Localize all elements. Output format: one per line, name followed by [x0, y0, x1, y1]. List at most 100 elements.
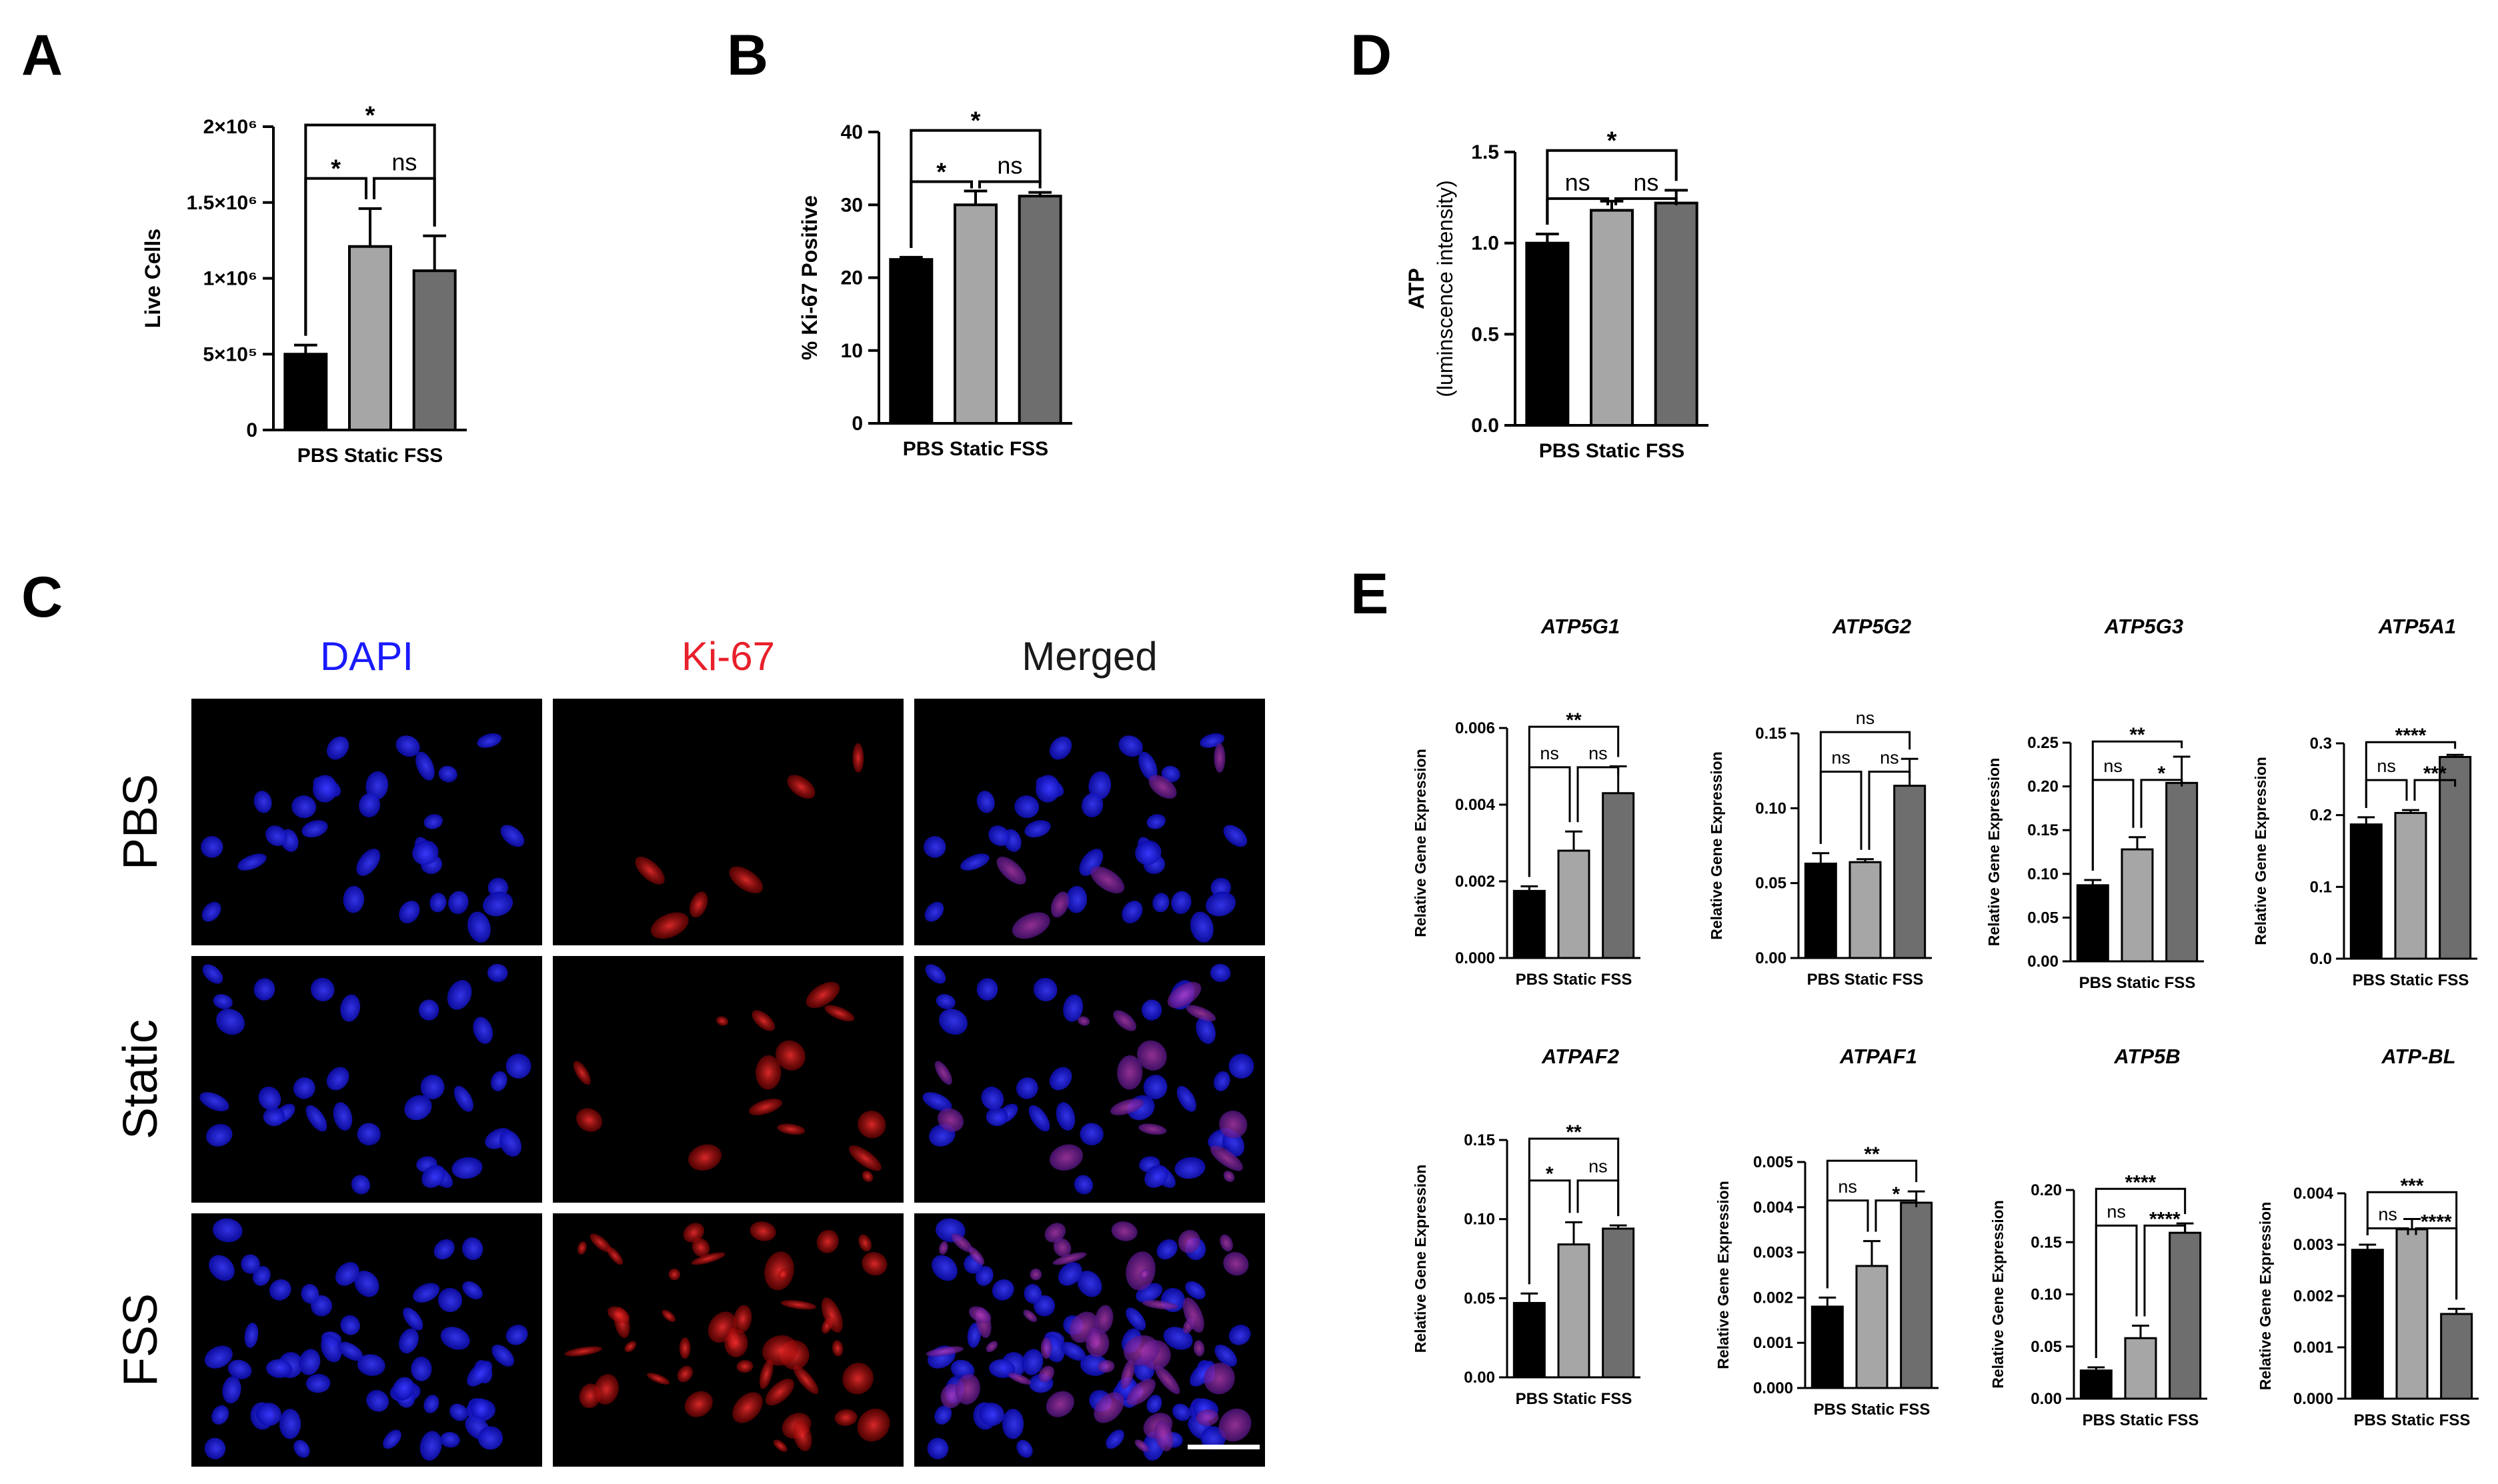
- ki67-signal: [852, 743, 864, 773]
- ki67-signal: [762, 1335, 798, 1366]
- nucleus: [1152, 893, 1170, 913]
- nucleus: [199, 1092, 229, 1111]
- chart-e-atp5b: 0.00 0.05 0.10 0.15 0.20 Relative Gene Expres…: [1989, 1045, 2207, 1429]
- ki67-signal: [1193, 1340, 1205, 1357]
- nucleus: [487, 963, 508, 983]
- nucleus: [981, 1086, 1004, 1111]
- nucleus: [1135, 840, 1162, 865]
- ki67-signal: [1139, 1269, 1150, 1280]
- y-tick-label: 0.00: [1755, 949, 1786, 967]
- ki67-signal: [752, 1010, 776, 1031]
- bar-static: [1855, 1265, 1889, 1389]
- ki67-signal: [1124, 1335, 1160, 1366]
- ki67-signal: [996, 857, 1026, 885]
- x-tick-labels: PBS Static FSS: [1807, 971, 1924, 989]
- significance-label: *: [2157, 763, 2165, 785]
- y-axis-label-2: (luminscence intensity): [1433, 180, 1457, 397]
- nucleus: [936, 994, 956, 1009]
- ki67-signal: [821, 1297, 843, 1333]
- chart-e-atpaf2: 0.00 0.05 0.10 0.15 Relative Gene Expression…: [1412, 1045, 1640, 1408]
- y-tick-label: 40: [841, 121, 863, 143]
- ki67-signal: [773, 1439, 788, 1452]
- bar-static: [1590, 209, 1634, 427]
- significance-label: *: [1546, 1163, 1554, 1185]
- significance-label: *: [1607, 127, 1617, 155]
- ki67-signal: [938, 1108, 964, 1132]
- significance-label: **: [2129, 724, 2145, 746]
- nucleus: [213, 1218, 243, 1243]
- nucleus: [453, 1085, 473, 1112]
- nucleus: [1200, 1426, 1226, 1450]
- y-axis-label: Relative Gene Expression: [2257, 1202, 2274, 1391]
- nucleus: [1174, 1157, 1206, 1179]
- nucleus: [263, 1107, 285, 1127]
- micro-image-static-dapi: [191, 956, 542, 1203]
- ki67-signal: [780, 1300, 817, 1310]
- y-axis-label: Relative Gene Expression: [1412, 1165, 1429, 1353]
- ki67-signal: [857, 1408, 890, 1442]
- significance-label: *: [331, 155, 341, 183]
- bar-pbs: [283, 353, 328, 431]
- ki67-signal: [1186, 1005, 1216, 1022]
- nucleus: [1088, 771, 1112, 800]
- y-tick-label: 0.15: [1755, 725, 1786, 743]
- ki67-signal: [1196, 1409, 1219, 1426]
- ki67-signal: [951, 1233, 973, 1253]
- ki67-signal: [1167, 981, 1202, 1009]
- y-tick-label: 0.005: [1753, 1153, 1793, 1171]
- significance-label: *: [971, 107, 981, 135]
- ki67-signal: [683, 1223, 705, 1243]
- micro-row-fss: FSS: [114, 1293, 167, 1387]
- ki67-signal: [1214, 743, 1226, 773]
- nucleus: [992, 1279, 1014, 1301]
- chart-e-atp-bl: 0.000 0.001 0.002 0.003 0.004 Relative Gene E…: [2257, 1045, 2479, 1429]
- significance-bracket: [2140, 779, 2183, 828]
- y-tick-label: 0.20: [2031, 1181, 2062, 1199]
- nucleus: [438, 765, 457, 783]
- nucleus: [1022, 1349, 1044, 1375]
- ki67-signal: [677, 1365, 694, 1383]
- nucleus: [354, 1271, 379, 1297]
- nucleus: [1035, 775, 1060, 803]
- bar-pbs: [2349, 823, 2383, 960]
- nucleus: [1049, 1067, 1072, 1091]
- nucleus: [1016, 1439, 1033, 1458]
- micro-image-fss-ki-67: [553, 1213, 904, 1467]
- significance-bracket: [1868, 770, 1911, 850]
- nucleus: [201, 836, 223, 858]
- ki67-signal: [834, 1409, 858, 1426]
- nucleus: [202, 964, 223, 984]
- nucleus: [1228, 1325, 1251, 1345]
- chart-title: ATP5G2: [1832, 615, 1911, 638]
- nucleus: [326, 1067, 349, 1091]
- nucleus: [357, 1354, 385, 1376]
- ki67-signal: [662, 1309, 676, 1322]
- chart-b: 0 10 20 30 40 % Ki-67 Positive PBS Static FSS *…: [798, 107, 1072, 460]
- ki67-signal: [1052, 1252, 1087, 1265]
- nucleus: [1024, 1284, 1042, 1304]
- significance-label: ns: [1856, 708, 1875, 728]
- y-tick-label: 0.10: [2031, 1286, 2062, 1304]
- ki67-signal: [647, 1373, 670, 1385]
- y-tick-label: 0: [246, 419, 257, 441]
- ki67-signal: [635, 857, 665, 885]
- y-tick-label: 0.3: [2310, 735, 2332, 753]
- nucleus: [383, 1429, 401, 1449]
- ki67-signal: [1142, 1300, 1178, 1310]
- bar-static: [1848, 861, 1882, 959]
- nucleus: [392, 1377, 415, 1401]
- x-tick-labels: PBS Static FSS: [903, 438, 1048, 460]
- significance-label: ns: [2377, 756, 2396, 776]
- y-tick-label: 5×10⁵: [203, 343, 257, 365]
- ki67-signal: [816, 1229, 839, 1253]
- nucleus: [1063, 994, 1084, 1022]
- significance-bracket: [1819, 770, 1862, 850]
- nucleus: [420, 1075, 445, 1099]
- ki67-signal: [1044, 1223, 1066, 1243]
- nucleus: [357, 1123, 381, 1146]
- y-tick-label: 0.004: [1753, 1199, 1794, 1217]
- nucleus: [978, 1403, 1004, 1426]
- bar-fss: [2440, 1313, 2473, 1400]
- y-tick-label: 0.05: [2027, 909, 2059, 927]
- nucleus: [429, 893, 447, 913]
